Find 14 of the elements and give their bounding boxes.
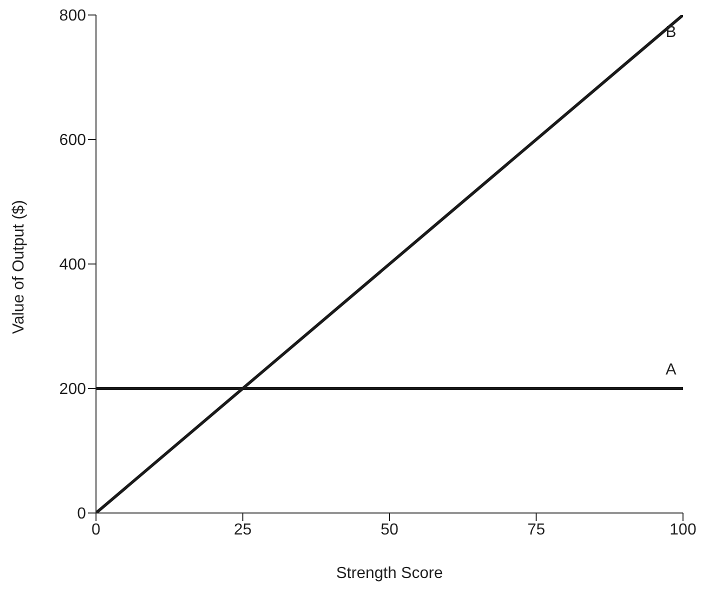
y-tick-label: 800 bbox=[59, 8, 86, 25]
y-axis-title: Value of Output ($) bbox=[10, 200, 28, 334]
x-tick-label: 0 bbox=[92, 521, 101, 538]
x-tick-label: 25 bbox=[234, 521, 252, 538]
x-tick-label: 75 bbox=[527, 521, 546, 538]
y-tick-label: 400 bbox=[59, 256, 86, 274]
x-tick-label: 100 bbox=[670, 521, 696, 538]
series-label: A bbox=[666, 362, 677, 378]
series-label: B bbox=[666, 24, 676, 41]
y-tick-label: 600 bbox=[59, 132, 86, 150]
x-tick-label: 50 bbox=[380, 521, 398, 538]
y-tick-label: 0 bbox=[77, 506, 86, 523]
y-tick-label: 200 bbox=[59, 381, 86, 398]
x-axis-title: Strength Score bbox=[336, 565, 443, 582]
